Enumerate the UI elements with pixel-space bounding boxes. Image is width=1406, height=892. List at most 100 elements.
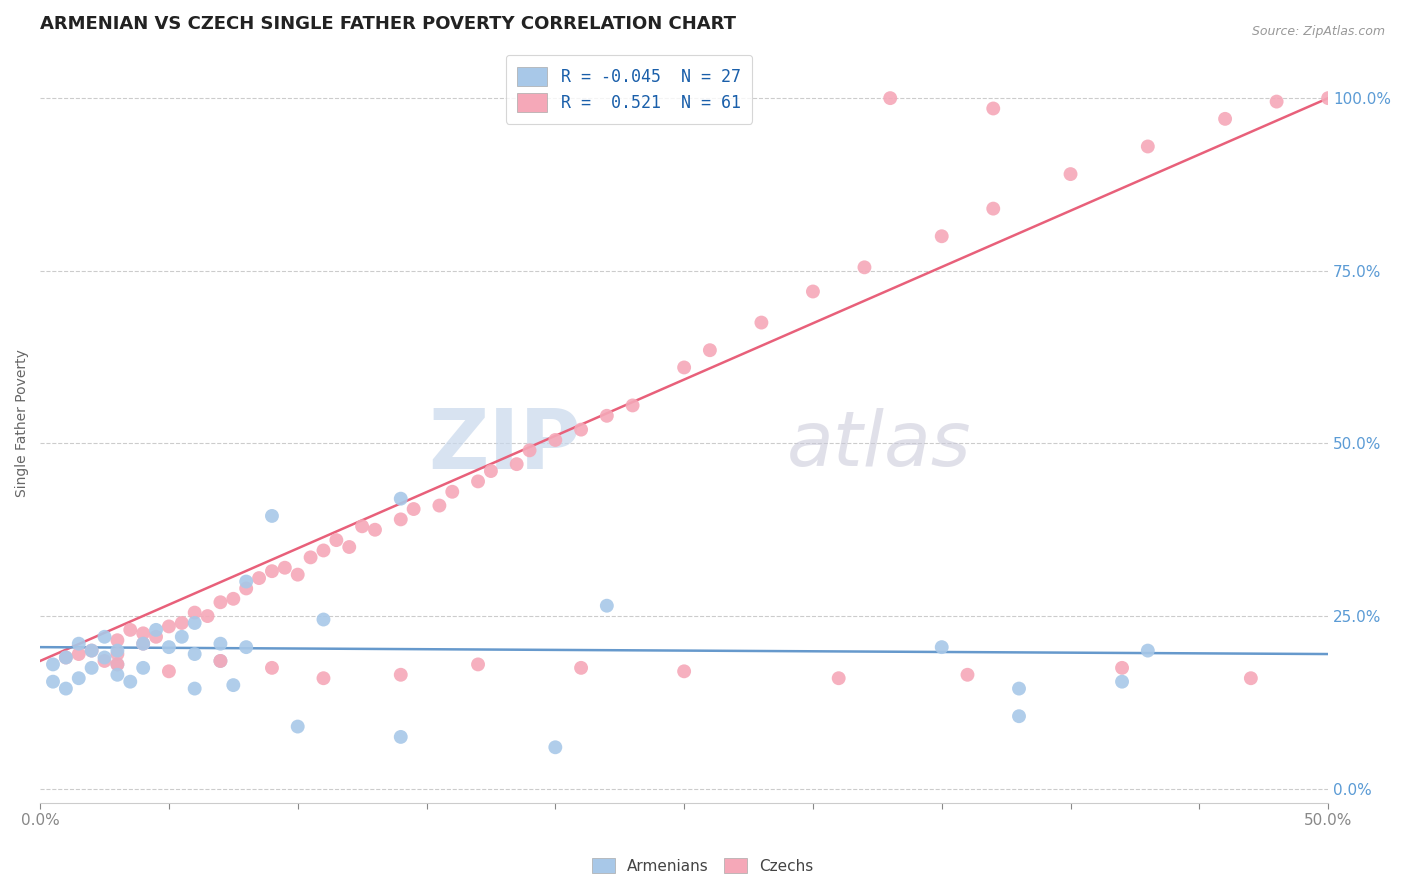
Point <box>170 615 193 630</box>
Legend: R = -0.045  N = 27, R =  0.521  N = 61: R = -0.045 N = 27, R = 0.521 N = 61 <box>506 55 752 123</box>
Point <box>299 550 322 565</box>
Point <box>544 433 567 447</box>
Point <box>183 647 205 661</box>
Point <box>312 613 335 627</box>
Point <box>120 623 142 637</box>
Point <box>1059 167 1081 181</box>
Point <box>364 523 387 537</box>
Point <box>55 650 77 665</box>
Point <box>828 671 851 685</box>
Point <box>42 674 65 689</box>
Point <box>157 619 180 633</box>
Point <box>105 633 128 648</box>
Point <box>145 630 167 644</box>
Point <box>699 343 721 358</box>
Point <box>621 399 644 413</box>
Point <box>260 564 283 578</box>
Point <box>222 591 245 606</box>
Point <box>80 661 103 675</box>
Point <box>931 640 953 654</box>
Point <box>93 654 115 668</box>
Point <box>93 630 115 644</box>
Text: ARMENIAN VS CZECH SINGLE FATHER POVERTY CORRELATION CHART: ARMENIAN VS CZECH SINGLE FATHER POVERTY … <box>41 15 737 33</box>
Point <box>170 630 193 644</box>
Point <box>132 637 155 651</box>
Point <box>235 582 257 596</box>
Point <box>105 647 128 661</box>
Point <box>389 730 412 744</box>
Point <box>1136 643 1159 657</box>
Point <box>1111 674 1133 689</box>
Point <box>673 360 696 375</box>
Legend: Armenians, Czechs: Armenians, Czechs <box>586 852 820 880</box>
Point <box>544 740 567 755</box>
Point <box>389 512 412 526</box>
Point <box>1111 661 1133 675</box>
Point <box>596 409 619 423</box>
Point <box>105 657 128 672</box>
Point <box>479 464 502 478</box>
Point <box>93 650 115 665</box>
Point <box>55 650 77 665</box>
Point <box>981 102 1004 116</box>
Point <box>389 667 412 681</box>
Point <box>956 667 979 681</box>
Point <box>467 475 489 489</box>
Point <box>55 681 77 696</box>
Point <box>183 606 205 620</box>
Point <box>183 681 205 696</box>
Point <box>209 595 232 609</box>
Point <box>596 599 619 613</box>
Point <box>389 491 412 506</box>
Point <box>751 316 773 330</box>
Point <box>1136 139 1159 153</box>
Point <box>287 567 309 582</box>
Point <box>105 657 128 672</box>
Text: atlas: atlas <box>787 409 972 483</box>
Point <box>67 671 90 685</box>
Point <box>120 674 142 689</box>
Text: Source: ZipAtlas.com: Source: ZipAtlas.com <box>1251 25 1385 38</box>
Point <box>235 574 257 589</box>
Point <box>132 637 155 651</box>
Point <box>1240 671 1263 685</box>
Point <box>132 626 155 640</box>
Point <box>853 260 876 275</box>
Point <box>157 665 180 679</box>
Point <box>879 91 901 105</box>
Point <box>222 678 245 692</box>
Point <box>80 643 103 657</box>
Point <box>337 540 360 554</box>
Point <box>247 571 270 585</box>
Point <box>467 657 489 672</box>
Point <box>801 285 824 299</box>
Point <box>352 519 374 533</box>
Point <box>441 484 464 499</box>
Point <box>209 637 232 651</box>
Point <box>274 560 297 574</box>
Point <box>1265 95 1288 109</box>
Point <box>569 423 592 437</box>
Text: ZIP: ZIP <box>429 405 581 486</box>
Point <box>183 615 205 630</box>
Point <box>312 671 335 685</box>
Point <box>260 661 283 675</box>
Point <box>1317 91 1340 105</box>
Point <box>981 202 1004 216</box>
Point <box>1008 709 1031 723</box>
Point <box>505 457 527 471</box>
Point <box>67 637 90 651</box>
Point <box>1213 112 1236 126</box>
Point <box>80 643 103 657</box>
Point <box>235 640 257 654</box>
Point <box>1008 681 1031 696</box>
Point <box>673 665 696 679</box>
Point <box>132 661 155 675</box>
Point <box>145 623 167 637</box>
Point <box>105 667 128 681</box>
Point <box>209 654 232 668</box>
Point <box>260 508 283 523</box>
Point <box>325 533 347 547</box>
Y-axis label: Single Father Poverty: Single Father Poverty <box>15 349 30 497</box>
Point <box>931 229 953 244</box>
